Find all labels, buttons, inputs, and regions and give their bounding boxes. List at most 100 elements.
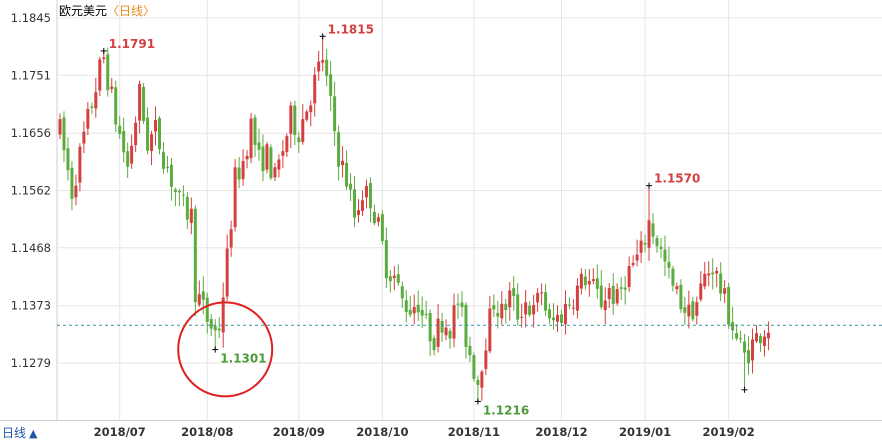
candle-body	[651, 223, 655, 237]
period-dropdown-arrow-icon[interactable]: ▲	[29, 427, 38, 440]
candle-body	[90, 106, 94, 108]
candle-body	[416, 304, 420, 313]
candle-body	[548, 309, 552, 319]
candle-body	[707, 273, 711, 276]
candle-body	[193, 208, 197, 303]
chart-title: 欧元美元〈日线〉	[59, 4, 155, 18]
candle-body	[357, 210, 360, 215]
candle-body	[480, 371, 484, 388]
candle-body	[353, 189, 357, 218]
candle-body	[341, 160, 345, 166]
candle-body	[237, 167, 241, 180]
x-tick-label: 2018/09	[273, 425, 325, 439]
y-tick-label: 1.1562	[11, 184, 51, 198]
highlight-circle	[177, 301, 274, 398]
candle-body	[508, 290, 512, 308]
candle-body	[380, 214, 384, 242]
candle-body	[114, 87, 118, 125]
candle-body	[472, 355, 476, 379]
candle-body	[567, 304, 571, 306]
candle-body	[86, 108, 90, 129]
candle-body	[536, 292, 540, 303]
candle-body	[241, 161, 245, 180]
high-annotation-label: 1.1791	[109, 37, 155, 51]
candle-body	[544, 292, 548, 311]
candle-body	[663, 249, 667, 262]
candle-body	[297, 137, 301, 143]
candle-body	[376, 217, 380, 222]
candle-body	[217, 328, 221, 331]
candle-body	[599, 285, 603, 308]
candle-body	[623, 287, 627, 290]
candle-body	[528, 305, 532, 315]
candle-body	[345, 162, 349, 187]
candle-body	[512, 288, 516, 296]
candle-body	[758, 335, 762, 344]
candle-body	[520, 316, 524, 318]
candle-body	[400, 286, 404, 299]
candle-body	[106, 54, 110, 91]
x-tick-label: 2018/11	[448, 425, 500, 439]
candle-body	[181, 194, 185, 196]
candle-body	[321, 60, 325, 63]
candle-body	[233, 167, 237, 228]
candle-body	[98, 59, 102, 91]
candle-body	[607, 287, 611, 299]
candle-body	[165, 167, 169, 169]
candle-body	[719, 273, 723, 294]
candle-body	[205, 297, 209, 322]
candle-body	[762, 336, 766, 346]
candle-body	[755, 333, 758, 342]
candle-body	[595, 278, 599, 289]
candle-body	[158, 118, 161, 150]
candle-body	[138, 83, 142, 121]
candle-body	[161, 152, 165, 169]
y-tick-label: 1.1373	[11, 299, 51, 313]
candle-body	[313, 74, 317, 104]
low-annotation-label: 1.1301	[220, 352, 266, 366]
candle-body	[70, 167, 74, 199]
period-selector-button[interactable]: 日线	[2, 426, 26, 440]
candle-body	[743, 341, 747, 353]
candle-body	[269, 147, 273, 179]
candle-body	[468, 345, 472, 356]
candle-body	[655, 237, 659, 247]
candle-body	[643, 242, 647, 245]
candle-body	[464, 304, 468, 348]
y-tick-label: 1.1656	[11, 126, 51, 140]
candle-body	[556, 314, 559, 322]
candle-body	[122, 130, 126, 153]
candle-body	[583, 276, 587, 286]
candle-body	[82, 131, 86, 144]
candle-body	[575, 285, 579, 311]
candle-body	[432, 338, 436, 351]
high-annotation-label: 1.1570	[654, 172, 700, 186]
candle-body	[281, 151, 285, 156]
candle-body	[735, 333, 739, 339]
candle-body	[484, 350, 488, 369]
candle-body	[412, 307, 416, 314]
candle-body	[635, 254, 639, 261]
candle-body	[440, 320, 444, 333]
candle-body	[154, 120, 158, 132]
candle-body	[134, 122, 138, 146]
candle-body	[559, 314, 563, 323]
candle-body	[301, 119, 305, 142]
candle-body	[524, 302, 528, 315]
candle-body	[747, 350, 751, 364]
candle-body	[751, 339, 755, 361]
candle-body	[715, 270, 719, 274]
candle-body	[130, 145, 134, 164]
candle-body	[603, 300, 607, 311]
candle-body	[197, 294, 201, 305]
candle-body	[337, 132, 341, 167]
candle-body	[675, 285, 679, 290]
x-tick-label: 2018/12	[535, 425, 587, 439]
x-tick-label: 2019/02	[703, 425, 755, 439]
candle-body	[619, 287, 623, 289]
candle-body	[110, 86, 114, 89]
candle-body	[317, 61, 321, 72]
candle-body	[265, 144, 269, 170]
candle-body	[667, 261, 671, 268]
